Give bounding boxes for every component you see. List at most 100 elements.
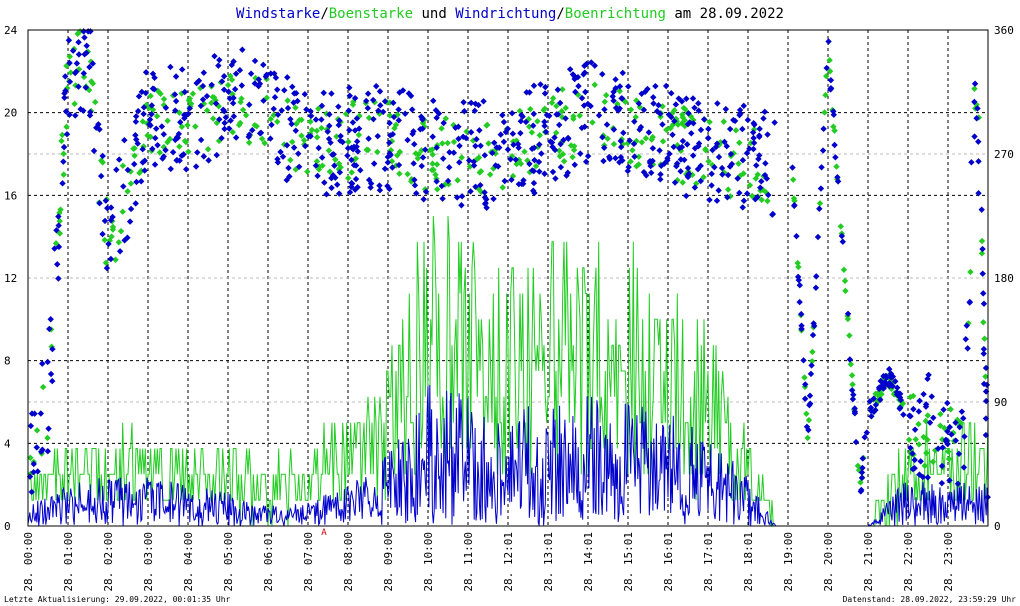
wind-direction-point	[896, 390, 904, 398]
wind-direction-point	[894, 384, 901, 391]
wind-direction-point	[740, 102, 747, 110]
wind-direction-point	[346, 126, 353, 134]
gust-direction-point	[56, 209, 63, 217]
wind-direction-point	[683, 95, 690, 102]
wind-direction-point	[220, 86, 228, 93]
wind-direction-point	[320, 89, 327, 97]
wind-direction-point	[803, 423, 811, 431]
wind-direction-point	[560, 136, 567, 144]
wind-direction-point	[617, 153, 625, 161]
y-left-tick-label: 16	[4, 189, 17, 202]
gust-direction-point	[553, 102, 560, 110]
wind-direction-point	[671, 117, 678, 125]
wind-direction-point	[470, 162, 478, 169]
wind-direction-point	[648, 169, 655, 176]
gust-direction-point	[92, 98, 99, 106]
gust-direction-point	[830, 123, 837, 130]
wind-direction-point	[807, 370, 815, 378]
wind-direction-point	[695, 142, 702, 150]
title-boenrichtung: Boenrichtung	[565, 6, 666, 22]
wind-direction-point	[49, 377, 56, 385]
wind-direction-point	[34, 468, 41, 475]
wind-direction-point	[668, 113, 675, 121]
gust-direction-point	[304, 168, 311, 175]
wind-direction-point	[458, 202, 465, 209]
wind-direction-point	[925, 371, 932, 379]
wind-direction-point	[99, 152, 106, 160]
wind-direction-point	[55, 222, 62, 229]
wind-direction-point	[87, 108, 94, 116]
gust-direction-point	[982, 373, 989, 380]
gust-direction-point	[616, 87, 623, 95]
wind-direction-point	[811, 322, 818, 330]
wind-direction-point	[444, 177, 452, 185]
wind-direction-point	[683, 192, 690, 200]
gust-direction-point	[333, 133, 340, 140]
wind-direction-point	[146, 116, 154, 123]
wind-direction-point	[51, 245, 58, 252]
wind-direction-point	[490, 195, 497, 203]
wind-direction-point	[578, 94, 586, 102]
gust-direction-point	[476, 169, 483, 176]
gust-direction-point	[754, 171, 761, 178]
wind-direction-point	[246, 131, 253, 138]
gust-direction-point	[558, 139, 566, 146]
wind-direction-point	[751, 121, 758, 128]
gust-direction-point	[323, 110, 330, 117]
wind-direction-point	[791, 201, 798, 209]
wind-direction-point	[689, 152, 697, 159]
wind-direction-point	[364, 90, 372, 97]
wind-direction-point	[180, 111, 188, 119]
wind-direction-point	[883, 374, 890, 381]
gust-direction-point	[567, 142, 575, 149]
wind-direction-point	[472, 183, 479, 191]
wind-direction-point	[132, 113, 140, 120]
wind-direction-point	[96, 199, 103, 207]
gust-direction-point	[263, 94, 271, 102]
wind-direction-point	[571, 161, 578, 168]
wind-direction-point	[458, 193, 466, 200]
gust-direction-point	[64, 84, 71, 92]
wind-direction-point	[411, 176, 418, 184]
wind-direction-point	[530, 179, 538, 187]
wind-direction-point	[27, 422, 35, 430]
gust-direction-point	[363, 146, 370, 154]
wind-direction-point	[455, 123, 462, 130]
wind-direction-point	[141, 157, 149, 164]
wind-direction-point	[800, 357, 807, 364]
wind-direction-point	[530, 167, 537, 175]
wind-direction-point	[834, 174, 841, 181]
gust-direction-point	[821, 109, 828, 116]
gust-direction-point	[510, 138, 517, 145]
wind-direction-point	[284, 74, 291, 81]
wind-direction-point	[148, 111, 155, 118]
gust-direction-point	[387, 147, 395, 154]
wind-direction-point	[450, 149, 457, 156]
wind-direction-point	[273, 86, 281, 93]
wind-direction-point	[172, 107, 179, 114]
gust-direction-point	[840, 266, 848, 273]
wind-direction-point	[610, 126, 618, 133]
gust-direction-point	[559, 150, 567, 158]
wind-direction-point	[267, 70, 275, 77]
wind-direction-point	[753, 162, 760, 169]
gust-direction-point	[921, 462, 928, 469]
wind-direction-point	[301, 90, 309, 98]
wind-direction-point	[137, 178, 145, 185]
gust-direction-point	[127, 180, 135, 187]
wind-direction-point	[49, 345, 56, 353]
wind-direction-point	[177, 118, 184, 126]
gust-direction-point	[720, 118, 727, 125]
wind-direction-point	[321, 179, 328, 186]
wind-direction-point	[99, 230, 106, 238]
wind-direction-point	[323, 191, 330, 198]
wind-direction-point	[557, 140, 564, 148]
wind-direction-point	[794, 273, 802, 281]
wind-direction-point	[390, 99, 397, 107]
wind-direction-point	[948, 431, 955, 438]
wind-direction-point	[851, 405, 858, 412]
wind-direction-point	[370, 160, 378, 167]
gust-direction-point	[848, 372, 856, 379]
wind-direction-point	[326, 122, 333, 130]
y-left-tick-label: 0	[4, 520, 11, 533]
